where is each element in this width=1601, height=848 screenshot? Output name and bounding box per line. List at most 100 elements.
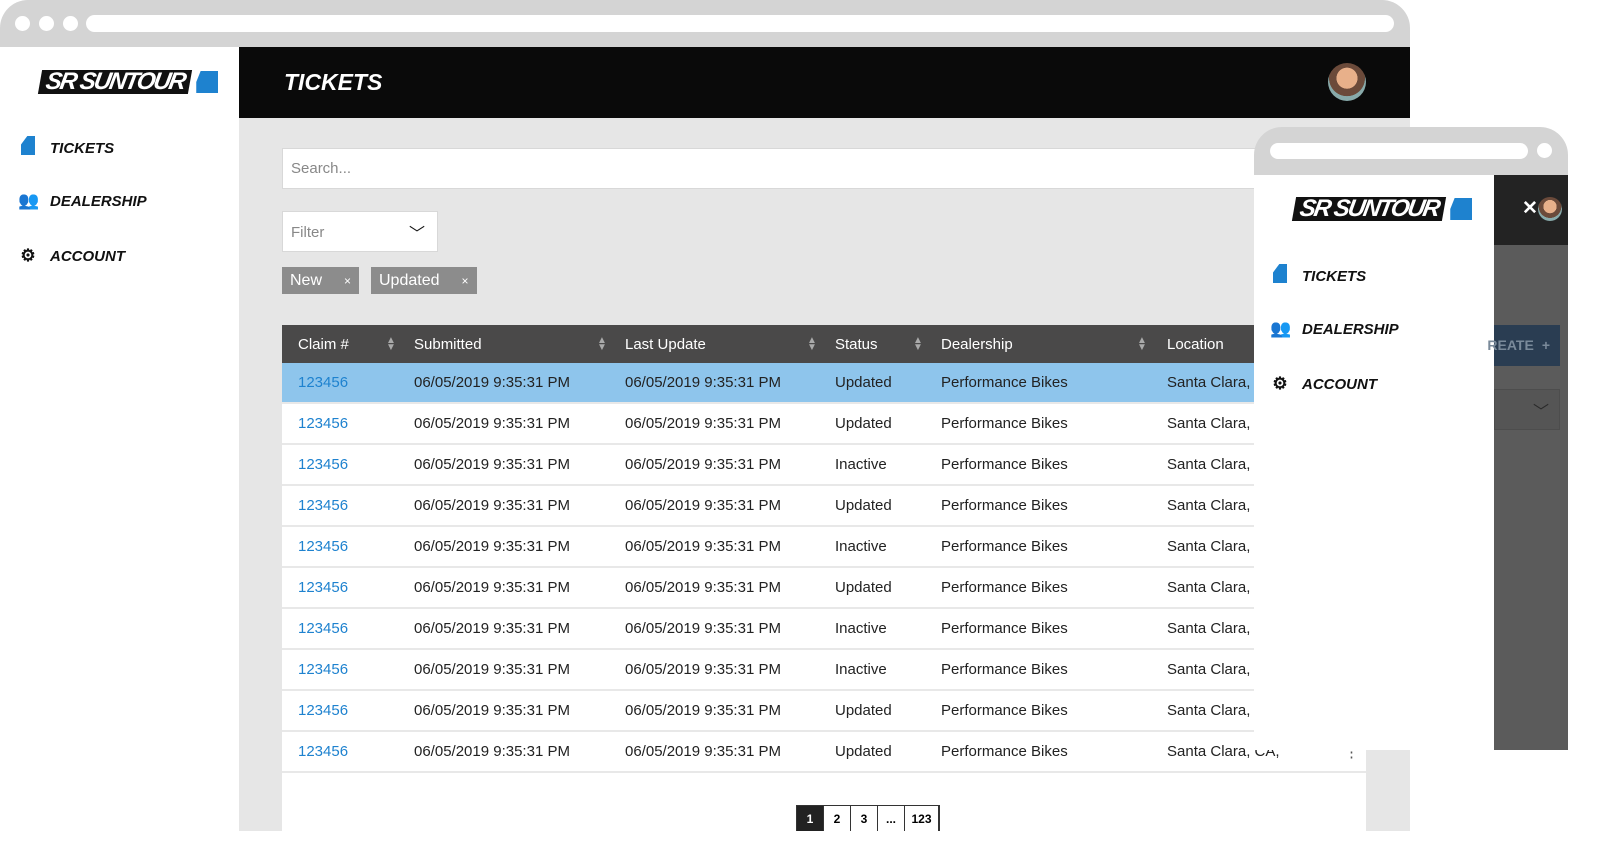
table-row[interactable]: 123456 06/05/2019 9:35:31 PM 06/05/2019 9:…	[282, 363, 1366, 404]
page-button[interactable]: 123	[905, 806, 939, 831]
table-row[interactable]: 123456 06/05/2019 9:35:31 PM 06/05/2019 9:…	[282, 732, 1366, 773]
overlay: ✕ REATE + ﹀	[1487, 175, 1568, 750]
sidebar-item-account[interactable]: ⚙ ACCOUNT	[18, 246, 125, 266]
claim-link[interactable]: 123456	[298, 538, 349, 555]
create-button[interactable]: REATE +	[1487, 325, 1560, 366]
page-button[interactable]: 1	[797, 806, 824, 831]
table-cell: Updated	[835, 579, 892, 596]
address-bar[interactable]	[86, 15, 1394, 32]
table-cell: 06/05/2019 9:35:31 PM	[414, 497, 570, 514]
table-row[interactable]: 123456 06/05/2019 9:35:31 PM 06/05/2019 9:…	[282, 691, 1366, 732]
column-header[interactable]: Status	[835, 335, 878, 353]
claim-link[interactable]: 123456	[298, 661, 349, 678]
mobile-sidebar: SR SUNTOUR TICKETS 👥 DEALERSHIP ⚙ ACCOUNT	[1254, 175, 1494, 750]
header: TICKETS	[239, 47, 1410, 118]
column-header[interactable]: Submitted	[414, 335, 482, 353]
gear-icon: ⚙	[1272, 374, 1288, 393]
sidebar-item-label: ACCOUNT	[1302, 375, 1377, 393]
table-cell: Performance Bikes	[941, 497, 1068, 514]
sort-icon[interactable]: ▲ ▼	[1137, 335, 1147, 353]
claim-link[interactable]: 123456	[298, 620, 349, 637]
address-bar[interactable]	[1270, 143, 1528, 159]
page-button[interactable]: 2	[824, 806, 851, 831]
table-cell: Performance Bikes	[941, 620, 1068, 637]
search-input[interactable]: Search...	[282, 148, 1282, 189]
table-row[interactable]: 123456 06/05/2019 9:35:31 PM 06/05/2019 9:…	[282, 445, 1366, 486]
column-header[interactable]: Location	[1167, 335, 1224, 353]
claim-link[interactable]: 123456	[298, 456, 349, 473]
table-cell: Performance Bikes	[941, 661, 1068, 678]
column-header[interactable]: Dealership	[941, 335, 1013, 353]
table-cell: Performance Bikes	[941, 538, 1068, 555]
table-cell: Updated	[835, 374, 892, 391]
claim-link[interactable]: 123456	[298, 702, 349, 719]
table-cell: Santa Clara,	[1167, 415, 1251, 432]
filter-dropdown[interactable]: Filter ﹀	[282, 211, 438, 252]
sidebar-item-dealership[interactable]: 👥 DEALERSHIP	[18, 191, 147, 211]
sort-icon[interactable]: ▲ ▼	[913, 335, 923, 353]
filter-placeholder: Filter	[291, 224, 325, 241]
column-header[interactable]: Last Update	[625, 335, 706, 353]
main-content: Search... Filter ﹀ New × Updated × Claim # ▲…	[239, 118, 1410, 831]
logo: SR SUNTOUR	[37, 68, 219, 95]
table-row[interactable]: 123456 06/05/2019 9:35:31 PM 06/05/2019 9:…	[282, 486, 1366, 527]
users-icon: 👥	[18, 191, 40, 210]
page-title: TICKETS	[284, 69, 383, 95]
table-cell: Performance Bikes	[941, 743, 1068, 760]
table-cell: Performance Bikes	[941, 456, 1068, 473]
avatar	[1538, 197, 1562, 221]
page-button[interactable]: ...	[878, 806, 905, 831]
ticket-icon	[18, 136, 38, 160]
avatar[interactable]	[1328, 63, 1366, 101]
window-dot	[63, 16, 78, 31]
logo: SR SUNTOUR	[1291, 195, 1473, 222]
claim-link[interactable]: 123456	[298, 497, 349, 514]
table-header: Claim # ▲ ▼ Submitted ▲ ▼ Last Update ▲ ▼ Status ▲…	[282, 325, 1366, 363]
pagination: 1 2 3... 123	[796, 805, 940, 831]
mobile-browser-window: SR SUNTOUR TICKETS 👥 DEALERSHIP ⚙ ACCOUNT …	[1254, 127, 1568, 750]
sidebar-item-tickets[interactable]: TICKETS	[1270, 264, 1366, 288]
sidebar: SR SUNTOUR TICKETS 👥 DEALERSHIP ⚙ ACCOUNT	[0, 47, 239, 831]
filter-chip-updated: Updated ×	[371, 267, 477, 294]
claim-link[interactable]: 123456	[298, 374, 349, 391]
gear-icon: ⚙	[20, 246, 36, 265]
tickets-table: Claim # ▲ ▼ Submitted ▲ ▼ Last Update ▲ ▼ Status ▲…	[282, 325, 1366, 831]
filter-chip-new: New ×	[282, 267, 360, 294]
table-cell: Santa Clara,	[1167, 374, 1251, 391]
claim-link[interactable]: 123456	[298, 743, 349, 760]
sort-icon[interactable]: ▲ ▼	[597, 335, 607, 353]
chevron-down-icon[interactable]: ﹀	[1494, 389, 1560, 430]
main-browser-window: SR SUNTOUR TICKETS 👥 DEALERSHIP ⚙ ACCOUNT …	[0, 0, 1410, 831]
table-cell: Santa Clara,	[1167, 661, 1251, 678]
sidebar-item-dealership[interactable]: 👥 DEALERSHIP	[1270, 319, 1399, 339]
sort-icon[interactable]: ▲ ▼	[807, 335, 817, 353]
table-cell: 06/05/2019 9:35:31 PM	[414, 374, 570, 391]
table-cell: Inactive	[835, 538, 887, 555]
page-button[interactable]: 3	[851, 806, 878, 831]
table-cell: Performance Bikes	[941, 415, 1068, 432]
table-cell: 06/05/2019 9:35:31 PM	[625, 579, 781, 596]
table-cell: 06/05/2019 9:35:31 PM	[414, 456, 570, 473]
remove-chip-button[interactable]: ×	[344, 273, 352, 288]
remove-chip-button[interactable]: ×	[461, 273, 469, 288]
claim-link[interactable]: 123456	[298, 579, 349, 596]
claim-link[interactable]: 123456	[298, 415, 349, 432]
table-cell: 06/05/2019 9:35:31 PM	[625, 456, 781, 473]
table-row[interactable]: 123456 06/05/2019 9:35:31 PM 06/05/2019 9:…	[282, 650, 1366, 691]
table-row[interactable]: 123456 06/05/2019 9:35:31 PM 06/05/2019 9:…	[282, 527, 1366, 568]
table-row[interactable]: 123456 06/05/2019 9:35:31 PM 06/05/2019 9:…	[282, 568, 1366, 609]
column-header[interactable]: Claim #	[298, 335, 349, 353]
sidebar-item-label: DEALERSHIP	[1302, 320, 1399, 338]
sidebar-item-account[interactable]: ⚙ ACCOUNT	[1270, 374, 1377, 394]
table-cell: Performance Bikes	[941, 374, 1068, 391]
sidebar-item-tickets[interactable]: TICKETS	[18, 136, 114, 160]
table-cell: 06/05/2019 9:35:31 PM	[625, 661, 781, 678]
sort-icon[interactable]: ▲ ▼	[386, 335, 396, 353]
table-cell: Santa Clara,	[1167, 702, 1251, 719]
table-cell: 06/05/2019 9:35:31 PM	[625, 374, 781, 391]
close-icon[interactable]: ✕	[1522, 198, 1538, 219]
table-cell: Santa Clara,	[1167, 579, 1251, 596]
window-dot	[39, 16, 54, 31]
table-row[interactable]: 123456 06/05/2019 9:35:31 PM 06/05/2019 9:…	[282, 609, 1366, 650]
table-row[interactable]: 123456 06/05/2019 9:35:31 PM 06/05/2019 9:…	[282, 404, 1366, 445]
